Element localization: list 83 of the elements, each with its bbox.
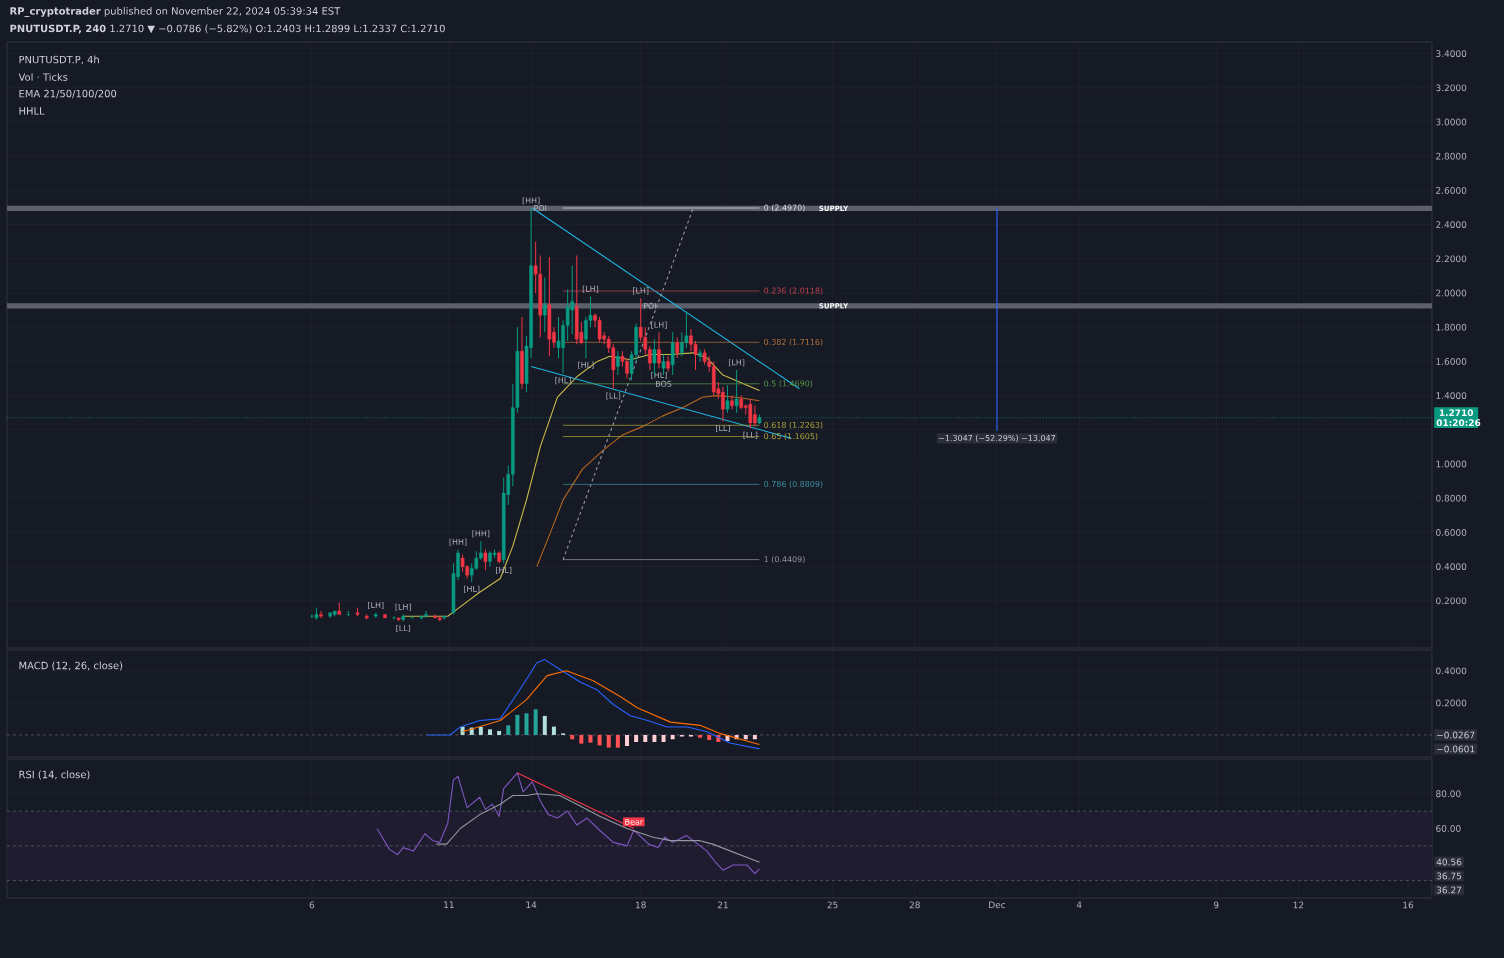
- y-tick-label: 0.6000: [1436, 529, 1467, 536]
- candlestick: [670, 331, 675, 376]
- text: MACD (12, 26, close): [19, 661, 123, 671]
- bar: [625, 734, 629, 747]
- candlestick: [702, 348, 707, 366]
- x-tick-label: 9: [1213, 901, 1219, 909]
- y-tick-label: 1.0000: [1436, 460, 1467, 468]
- bar: [579, 734, 584, 744]
- text: −0.0267: [1437, 731, 1475, 739]
- y-tick-label: 3.0000: [1436, 118, 1467, 126]
- x-tick-label: 12: [1293, 901, 1304, 909]
- bar: [542, 715, 547, 735]
- text: −0.0601: [1437, 745, 1475, 753]
- bar: [478, 726, 483, 735]
- bar: [551, 726, 556, 735]
- y-tick-label: 3.2000: [1436, 84, 1467, 92]
- bar: [570, 734, 575, 740]
- bar: [634, 734, 639, 743]
- y-tick-label: 2.2000: [1436, 255, 1467, 263]
- y-tick-label: 2.6000: [1436, 187, 1467, 194]
- candlestick: [748, 398, 753, 429]
- bar: [533, 709, 538, 735]
- annotation: EMA 21/50/100/200: [19, 89, 117, 99]
- candlestick: [483, 549, 488, 571]
- bar: [698, 734, 703, 738]
- bar: [506, 725, 511, 735]
- candlestick: [547, 256, 552, 357]
- x-tick-label: 14: [526, 901, 537, 909]
- bar: [670, 734, 675, 740]
- text: 40.56: [1436, 858, 1462, 866]
- text: 36.27: [1436, 886, 1462, 894]
- y-tick-label: 1.8000: [1436, 323, 1467, 331]
- y-tick-label: 2.0000: [1436, 289, 1467, 297]
- text: RSI (14, close): [19, 770, 90, 780]
- bar: [588, 734, 593, 743]
- candlestick: [597, 316, 602, 344]
- x-tick-label: 16: [1403, 901, 1414, 909]
- x-tick-label: 6: [309, 901, 315, 909]
- bar: [524, 713, 529, 735]
- y-tick-label: 80.00: [1436, 790, 1461, 798]
- y-tick-label: 0.4000: [1436, 667, 1467, 675]
- y-tick-label: 0.8000: [1436, 494, 1467, 502]
- x-tick-label: 11: [444, 901, 454, 909]
- y-tick-label: 2.4000: [1436, 221, 1467, 228]
- x-tick-label: Dec: [989, 901, 1006, 909]
- x-tick-label: 4: [1076, 901, 1082, 909]
- y-tick-label: 1.6000: [1436, 358, 1467, 365]
- candlestick: [460, 554, 465, 573]
- candlestick: [757, 413, 762, 425]
- bar: [661, 734, 666, 743]
- y-tick-label: 0.2000: [1436, 597, 1467, 605]
- bar: [515, 714, 520, 735]
- bar: [597, 734, 602, 746]
- chart-title: RP_cryptotrader published on November 22, 2024 05:39:34 EST: [10, 7, 341, 17]
- ref-line-label: 1.2710 01:20:26: [1436, 409, 1481, 427]
- candlestick: [725, 384, 730, 414]
- bar: [652, 734, 657, 743]
- y-tick-label: 1.4000: [1436, 392, 1467, 399]
- y-tick-label: 0.2000: [1436, 699, 1467, 707]
- annotation: PNUTUSDT.P, 4h: [19, 55, 99, 65]
- candlestick: [675, 336, 680, 359]
- y-tick-label: 2.8000: [1436, 152, 1467, 160]
- x-tick-label: 18: [635, 901, 646, 909]
- bar: [615, 734, 620, 748]
- text: 36.75: [1436, 872, 1462, 880]
- y-tick-label: 3.4000: [1436, 50, 1467, 57]
- bar: [707, 734, 712, 740]
- y-tick-label: 60.00: [1436, 825, 1461, 832]
- x-tick-label: 21: [717, 901, 728, 909]
- annotation: HHLL: [19, 107, 45, 115]
- candlestick: [734, 369, 739, 414]
- bar: [606, 734, 611, 748]
- bar: [487, 729, 492, 735]
- bar: [743, 734, 748, 740]
- x-tick-label: 25: [827, 901, 838, 909]
- bar: [752, 734, 757, 740]
- chart-subtitle: PNUTUSDT.P, 240 1.2710 ▼ −0.0786 (−5.82%) O:1.2403 H:1.2899 L:1.2337 C:1.2710: [10, 24, 445, 34]
- bar: [643, 734, 648, 743]
- candlestick: [542, 277, 547, 333]
- x-tick-label: 28: [909, 901, 920, 909]
- annotation: Vol · Ticks: [18, 73, 68, 81]
- bar: [497, 730, 502, 735]
- y-tick-label: 0.4000: [1436, 563, 1467, 570]
